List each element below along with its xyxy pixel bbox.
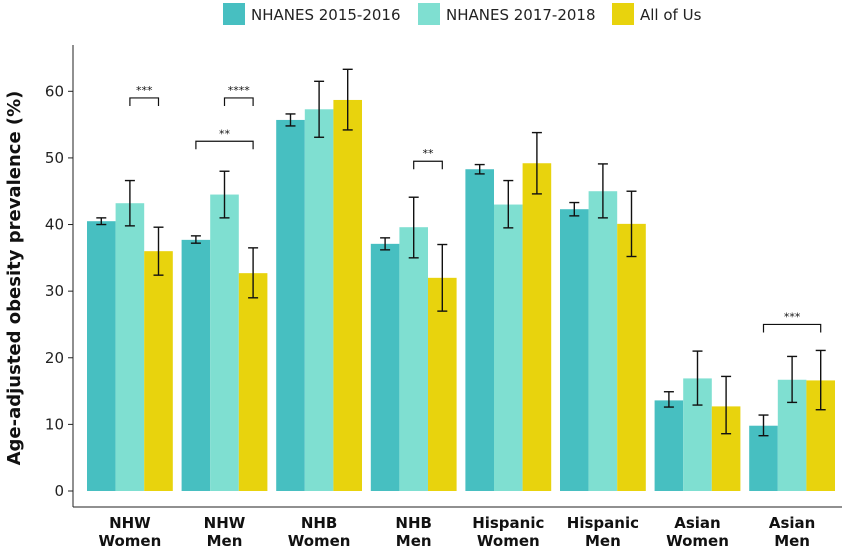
error-bar-s1-c7 [663, 391, 674, 408]
axes: 0 10 20 30 40 50 60 Age-adjusted obesity preval… [4, 45, 842, 508]
legend-label-1: NHANES 2015-2016 [251, 6, 401, 24]
legend-swatch-3 [612, 3, 634, 25]
significance-brackets: *** *********** [129, 84, 822, 333]
bar-s3-c4 [428, 277, 457, 491]
bar-s3-c6 [617, 223, 646, 492]
significance-label: ** [219, 127, 231, 140]
legend-swatch-1 [223, 3, 245, 25]
category-label-8-line1: Asian [769, 514, 815, 532]
bracket-line [195, 140, 254, 150]
error-bar-s1-c8 [758, 414, 769, 437]
bar-s1-c2 [181, 239, 211, 491]
error-bar-s3-c4 [437, 243, 448, 312]
error-bar-s3-c2 [248, 247, 259, 299]
significance-label: **** [228, 84, 251, 97]
legend-label-3: All of Us [640, 6, 702, 24]
bar-s3-c5 [522, 163, 552, 491]
error-bar-s2-c1 [124, 179, 135, 227]
y-tick-label-6: 60 [45, 82, 64, 100]
significance-bracket-2: **** [223, 84, 254, 106]
category-label-5-line1: Hispanic [472, 514, 544, 532]
bracket-line [223, 97, 254, 106]
category-label-1-line2: Women [98, 532, 161, 550]
bars [87, 99, 835, 492]
error-bar-s3-c3 [342, 68, 353, 131]
bar-s3-c2 [238, 273, 268, 491]
error-bar-s3-c7 [721, 375, 732, 435]
bracket-line [413, 160, 443, 170]
significance-label: *** [136, 84, 153, 97]
y-tick-label-2: 20 [45, 349, 64, 367]
bar-s2-c2 [210, 194, 239, 492]
significance-bracket-4: ** [413, 147, 443, 170]
y-tick-label-5: 50 [45, 149, 64, 167]
category-label-7-line1: Asian [674, 514, 720, 532]
significance-label: ** [423, 147, 435, 160]
category-label-1-line1: NHW [109, 514, 151, 532]
error-bar-s2-c4 [408, 196, 419, 259]
error-bar-s2-c3 [314, 80, 325, 138]
bracket-line [129, 97, 160, 106]
category-labels: NHWWomenNHWMenNHBWomenNHBMenHispanicWome… [98, 514, 815, 550]
bar-s2-c6 [588, 191, 618, 491]
error-bar-s1-c2 [190, 235, 201, 244]
error-bar-s2-c7 [692, 350, 703, 406]
category-label-2-line1: NHW [204, 514, 246, 532]
error-bar-s3-c6 [626, 190, 637, 258]
category-label-2-line2: Men [207, 532, 243, 550]
category-label-7-line2: Women [666, 532, 729, 550]
bar-s1-c8 [749, 425, 778, 491]
y-axis-label: Age-adjusted obesity prevalence (%) [4, 91, 25, 466]
category-label-8-line2: Men [774, 532, 810, 550]
legend: NHANES 2015-2016 NHANES 2017-2018 All of U… [223, 3, 702, 25]
error-bar-s2-c2 [219, 170, 230, 219]
error-bar-s2-c8 [787, 355, 798, 404]
bar-s1-c3 [276, 119, 305, 492]
significance-label: *** [784, 310, 801, 323]
category-label-5-line2: Women [477, 532, 540, 550]
legend-label-2: NHANES 2017-2018 [446, 6, 596, 24]
error-bar-s1-c6 [569, 201, 580, 217]
bracket-line [762, 323, 822, 333]
bar-s3-c1 [144, 251, 173, 491]
y-tick-label-1: 10 [45, 415, 64, 433]
error-bar-s3-c1 [153, 226, 164, 276]
error-bar-s1-c1 [96, 217, 107, 226]
error-bar-s1-c5 [474, 163, 485, 175]
error-bar-s1-c3 [285, 113, 296, 127]
legend-swatch-2 [418, 3, 440, 25]
bar-s2-c3 [304, 109, 334, 491]
error-bars [96, 68, 826, 437]
y-tick-label-0: 0 [54, 482, 64, 500]
y-tick-label-4: 40 [45, 216, 64, 234]
bar-s2-c1 [115, 203, 145, 491]
y-tick-label-3: 30 [45, 282, 64, 300]
bar-s2-c5 [494, 204, 523, 491]
bar-s1-c1 [87, 221, 116, 491]
bar-s1-c7 [654, 400, 684, 491]
category-label-4-line1: NHB [395, 514, 432, 532]
bar-s1-c4 [370, 243, 400, 491]
category-label-3-line2: Women [288, 532, 351, 550]
error-bar-s3-c8 [815, 349, 826, 411]
error-bar-s1-c4 [380, 237, 391, 251]
bar-s3-c3 [333, 99, 362, 492]
error-bar-s2-c6 [597, 163, 608, 219]
error-bar-s2-c5 [503, 179, 514, 229]
category-label-4-line2: Men [396, 532, 432, 550]
error-bar-s3-c5 [531, 131, 542, 195]
category-label-6-line1: Hispanic [567, 514, 639, 532]
bar-s1-c6 [560, 209, 589, 492]
category-label-3-line1: NHB [301, 514, 338, 532]
significance-bracket-3: ** [195, 127, 254, 150]
category-label-6-line2: Men [585, 532, 621, 550]
bar-s1-c5 [465, 169, 494, 492]
significance-bracket-5: *** [762, 310, 822, 333]
bar-s2-c4 [399, 227, 428, 491]
significance-bracket-1: *** [129, 84, 160, 106]
